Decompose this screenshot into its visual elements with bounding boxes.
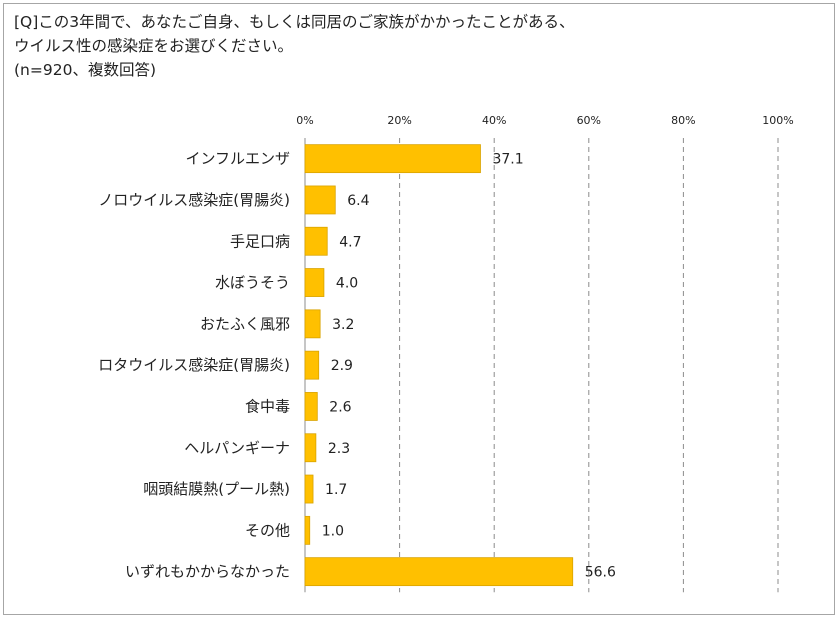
value-label: 4.7 bbox=[339, 234, 361, 250]
category-label: ヘルパンギーナ bbox=[184, 439, 290, 457]
value-label: 3.2 bbox=[332, 317, 354, 333]
value-label: 56.6 bbox=[585, 565, 616, 581]
bar bbox=[304, 144, 481, 174]
question-text: [Q]この3年間で、あなたご自身、もしくは同居のご家族がかかったことがある、 ウ… bbox=[14, 10, 814, 82]
bar bbox=[304, 268, 325, 297]
question-line-1: [Q]この3年間で、あなたご自身、もしくは同居のご家族がかかったことがある、 bbox=[14, 13, 575, 31]
value-label: 2.3 bbox=[328, 441, 350, 457]
bar bbox=[304, 185, 336, 215]
bar bbox=[304, 350, 320, 380]
value-label: 4.0 bbox=[336, 276, 358, 292]
category-label: おたふく風邪 bbox=[200, 315, 290, 333]
bar bbox=[304, 392, 318, 421]
category-label: 水ぼうそう bbox=[215, 274, 290, 292]
question-line-3: (n=920、複数回答) bbox=[14, 61, 156, 79]
value-label: 2.9 bbox=[331, 358, 353, 374]
x-tick-label: 60% bbox=[577, 114, 601, 127]
bar bbox=[304, 433, 317, 463]
question-line-2: ウイルス性の感染症をお選びください。 bbox=[14, 37, 294, 55]
bar bbox=[304, 515, 311, 545]
x-tick-label: 20% bbox=[387, 114, 411, 127]
value-label: 1.7 bbox=[325, 482, 347, 498]
category-label: ロタウイルス感染症(胃腸炎) bbox=[98, 356, 290, 374]
chart-frame bbox=[3, 3, 835, 615]
category-label: 咽頭結膜熱(プール熱) bbox=[143, 480, 290, 498]
category-label: その他 bbox=[245, 521, 290, 539]
bar bbox=[304, 226, 328, 256]
value-label: 37.1 bbox=[492, 152, 523, 168]
category-label: インフルエンザ bbox=[185, 150, 290, 168]
x-tick-label: 80% bbox=[671, 114, 695, 127]
x-tick-label: 40% bbox=[482, 114, 506, 127]
bar bbox=[304, 474, 314, 504]
x-tick-label: 100% bbox=[762, 114, 793, 127]
bar bbox=[304, 557, 574, 587]
value-label: 1.0 bbox=[322, 523, 344, 539]
value-label: 2.6 bbox=[329, 399, 351, 415]
value-label: 6.4 bbox=[347, 193, 369, 209]
category-label: 食中毒 bbox=[245, 397, 290, 415]
category-label: いずれもかからなかった bbox=[125, 563, 290, 581]
category-label: 手足口病 bbox=[230, 232, 290, 250]
bar bbox=[304, 309, 321, 339]
x-tick-label: 0% bbox=[296, 114, 313, 127]
category-label: ノロウイルス感染症(胃腸炎) bbox=[98, 191, 290, 209]
